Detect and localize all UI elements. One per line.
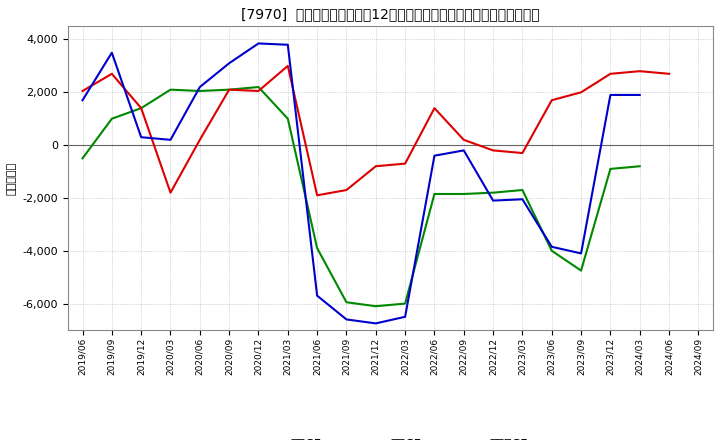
フリーCF (225, 61, 233, 66)
フリーCF (489, 198, 498, 203)
フリーCF (401, 314, 410, 319)
営業CF (518, 150, 527, 156)
投資CF (430, 191, 438, 197)
営業CF (254, 88, 263, 94)
フリーCF (459, 148, 468, 153)
投資CF (312, 246, 321, 251)
投資CF (196, 88, 204, 94)
営業CF (225, 87, 233, 92)
フリーCF (284, 42, 292, 48)
Line: フリーCF: フリーCF (83, 44, 640, 323)
Legend: 営業CF, 投資CF, フリーCF: 営業CF, 投資CF, フリーCF (248, 433, 533, 440)
投資CF (401, 301, 410, 306)
フリーCF (547, 244, 556, 249)
営業CF (196, 137, 204, 143)
投資CF (166, 87, 175, 92)
投資CF (518, 187, 527, 193)
フリーCF (372, 321, 380, 326)
フリーCF (342, 317, 351, 322)
フリーCF (636, 92, 644, 98)
フリーCF (254, 41, 263, 46)
営業CF (547, 98, 556, 103)
営業CF (342, 187, 351, 193)
Y-axis label: （百万円）: （百万円） (7, 161, 17, 195)
Title: [7970]  キャッシュフローの12か月移動合計の対前年同期増減額の推移: [7970] キャッシュフローの12か月移動合計の対前年同期増減額の推移 (241, 7, 540, 21)
投資CF (107, 116, 116, 121)
フリーCF (196, 84, 204, 90)
営業CF (284, 63, 292, 69)
営業CF (166, 190, 175, 195)
投資CF (636, 164, 644, 169)
営業CF (137, 106, 145, 111)
営業CF (665, 71, 673, 77)
フリーCF (518, 197, 527, 202)
投資CF (137, 106, 145, 111)
フリーCF (107, 50, 116, 55)
フリーCF (577, 251, 585, 256)
投資CF (459, 191, 468, 197)
営業CF (107, 71, 116, 77)
Line: 投資CF: 投資CF (83, 87, 640, 306)
投資CF (225, 87, 233, 92)
投資CF (547, 248, 556, 253)
営業CF (430, 106, 438, 111)
営業CF (372, 164, 380, 169)
営業CF (459, 137, 468, 143)
フリーCF (430, 153, 438, 158)
営業CF (401, 161, 410, 166)
フリーCF (78, 98, 87, 103)
投資CF (284, 116, 292, 121)
フリーCF (606, 92, 615, 98)
投資CF (78, 156, 87, 161)
投資CF (254, 84, 263, 90)
投資CF (577, 268, 585, 273)
営業CF (636, 69, 644, 74)
フリーCF (137, 135, 145, 140)
Line: 営業CF: 営業CF (83, 66, 669, 195)
営業CF (312, 193, 321, 198)
投資CF (342, 300, 351, 305)
フリーCF (166, 137, 175, 143)
営業CF (606, 71, 615, 77)
フリーCF (312, 293, 321, 298)
営業CF (489, 148, 498, 153)
投資CF (606, 166, 615, 172)
営業CF (78, 88, 87, 94)
投資CF (489, 190, 498, 195)
営業CF (577, 90, 585, 95)
投資CF (372, 304, 380, 309)
